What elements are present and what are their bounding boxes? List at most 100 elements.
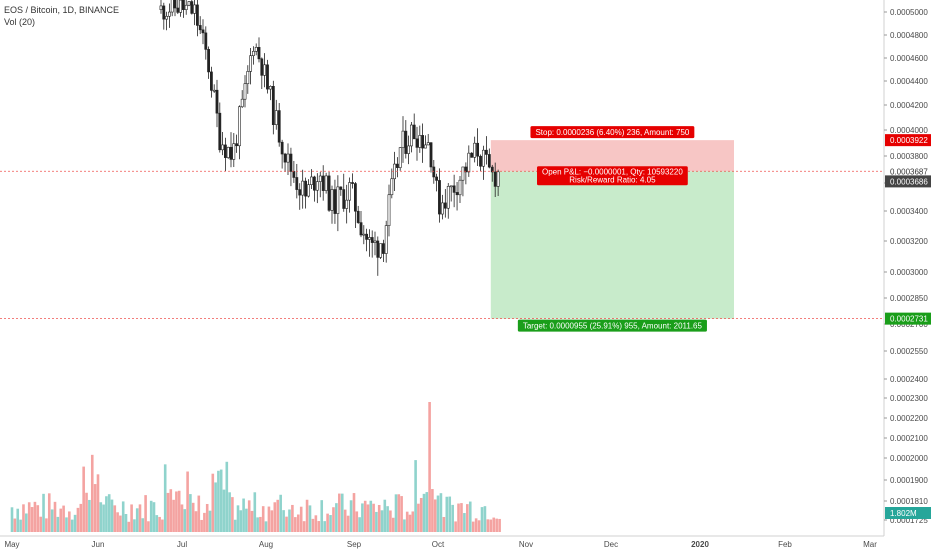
candle — [336, 175, 340, 232]
candle — [187, 1, 191, 7]
volume-bar — [363, 500, 367, 532]
stop-price-flag: 0.0003922 — [885, 134, 931, 147]
volume-bar — [124, 513, 128, 532]
volume-bar — [130, 504, 133, 532]
candle — [224, 137, 227, 172]
volume-bar — [236, 505, 240, 532]
volume-bar — [256, 517, 259, 532]
price-axis[interactable]: 0.0005000 0.0004800 0.0004600 0.0004400 0.00… — [883, 0, 928, 536]
candle — [435, 173, 439, 192]
volume-bar — [214, 482, 217, 532]
volume-bar — [53, 501, 57, 532]
time-axis[interactable]: May Jun Jul Aug Sep Oct Nov Dec 2020 Feb Mar — [0, 535, 884, 549]
candle — [168, 3, 171, 28]
volume-bar — [498, 518, 501, 532]
candle — [373, 231, 377, 256]
volume-bar — [329, 515, 332, 532]
candle — [232, 133, 236, 168]
candle — [310, 169, 313, 189]
candle — [461, 166, 465, 197]
volume-bar — [400, 496, 403, 532]
candle — [243, 75, 247, 108]
candle — [327, 171, 331, 212]
volume-bar — [425, 492, 429, 532]
time-tick-label: Feb — [778, 540, 792, 549]
time-tick-label: Jul — [177, 540, 187, 549]
candle — [249, 47, 253, 85]
time-tick-label: 2020 — [691, 540, 709, 549]
target-price-flag: 0.0002731 — [885, 312, 931, 325]
candle — [307, 179, 310, 198]
volume-bar — [389, 510, 392, 532]
stop-label-box[interactable]: Stop: 0.0000236 (6.40%) 236, Amount: 750 — [530, 126, 695, 139]
volume-bar — [471, 521, 475, 532]
volume-bar — [317, 521, 321, 532]
target-label-box[interactable]: Target: 0.0000955 (25.91%) 955, Amount: … — [517, 319, 707, 332]
price-tick-label: 0.0003400 — [890, 207, 928, 216]
volume-bar — [85, 492, 88, 532]
candle — [339, 186, 343, 196]
stop-price-flag-bg — [885, 134, 931, 147]
candle — [470, 152, 474, 158]
candle — [268, 85, 272, 101]
time-tick-label: Sep — [347, 540, 362, 549]
candle — [215, 79, 219, 128]
candle — [204, 26, 208, 60]
candle — [330, 185, 334, 224]
candle — [415, 126, 419, 161]
price-tick-label: 0.0003200 — [890, 237, 928, 246]
candle — [432, 159, 436, 184]
volume-bar — [158, 516, 161, 532]
time-tick-label: Oct — [432, 540, 445, 549]
volume-bar — [366, 504, 370, 532]
candle — [370, 230, 374, 258]
volume-bar — [166, 492, 170, 532]
volume-bar — [10, 507, 14, 532]
volume-bar — [477, 520, 481, 532]
volume-bar — [308, 505, 312, 532]
volume-bar — [19, 519, 22, 532]
volume-bar — [276, 499, 280, 532]
volume-bar — [65, 517, 68, 532]
candle — [240, 90, 244, 109]
volume-bar — [141, 518, 145, 532]
price-tick-label: 0.0004800 — [890, 31, 928, 40]
position-zones[interactable] — [490, 140, 734, 319]
volume-bar — [177, 490, 181, 532]
candle — [464, 162, 468, 185]
volume-bar — [245, 508, 248, 532]
volume-bar — [203, 512, 206, 532]
volume-bar — [282, 510, 285, 532]
pnl-label-box[interactable]: Open P&L: −0.0000001, Qty: 10593220 Risk… — [537, 166, 688, 186]
price-tick-label: 0.0002550 — [890, 347, 928, 356]
candle — [324, 172, 328, 194]
candle — [484, 136, 488, 165]
risk-reward-label: Risk/Reward Ratio: 4.05 — [569, 175, 656, 184]
volume-bar — [299, 506, 303, 532]
volume-bar — [302, 521, 306, 532]
candle — [184, 0, 188, 15]
volume-bar — [194, 511, 198, 532]
volume-bar — [50, 509, 54, 532]
volume-bar — [311, 518, 315, 532]
candle — [418, 125, 422, 153]
price-tick-label: 0.0002200 — [890, 414, 928, 423]
volume-bar — [270, 510, 274, 532]
volume-bar — [169, 489, 173, 532]
volume-bar — [127, 521, 131, 532]
target-zone[interactable] — [490, 171, 734, 319]
candle — [315, 173, 319, 204]
stop-zone[interactable] — [490, 140, 734, 172]
candle — [277, 103, 281, 147]
candle — [490, 164, 494, 182]
volume-bar — [305, 499, 309, 532]
volume-bar — [259, 516, 262, 532]
volume-bar — [219, 469, 223, 532]
candle — [318, 171, 322, 198]
volume-bar — [113, 505, 117, 532]
volume-bar — [264, 521, 268, 532]
volume-bar — [88, 499, 91, 532]
candle — [479, 154, 482, 172]
candle — [395, 157, 399, 178]
